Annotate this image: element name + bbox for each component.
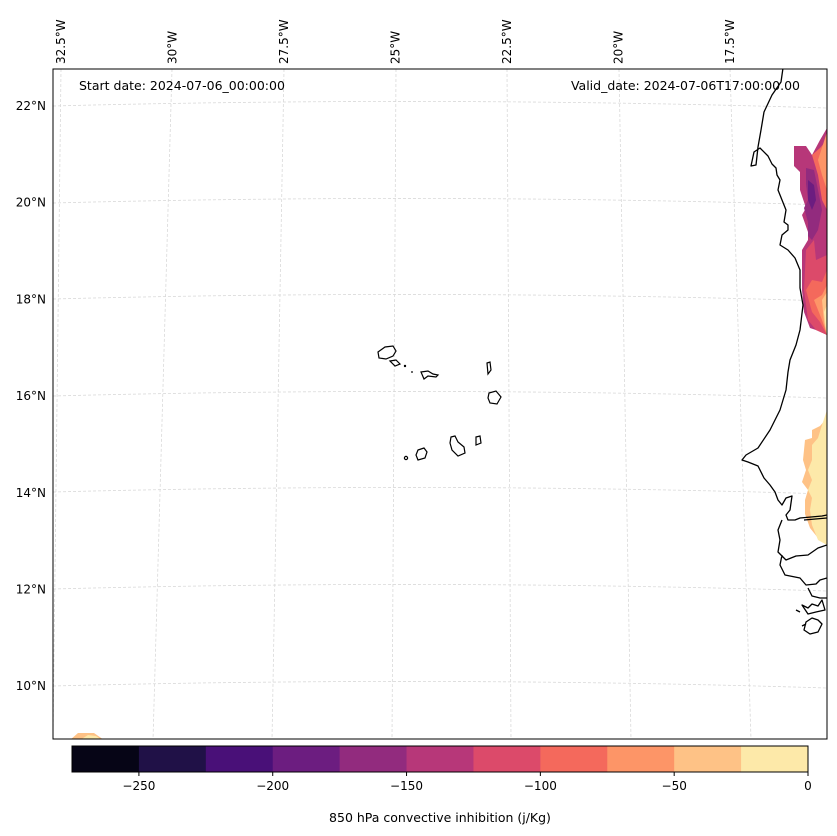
- contour-level-neg25: [824, 305, 827, 340]
- cin-contours: [71, 128, 827, 739]
- colorbar-frame: [71, 745, 809, 773]
- lat-tick-label: 18°N: [16, 292, 46, 306]
- gridline-lon: [53, 69, 62, 739]
- gridline-lon: [618, 69, 632, 739]
- gridline-lat: [53, 487, 827, 495]
- gridline-lat: [53, 101, 827, 109]
- gridline-lat: [53, 391, 827, 399]
- gridline-lon: [391, 69, 397, 739]
- island-branco: [411, 371, 413, 373]
- colorbar-segment: [205, 746, 274, 772]
- coastlines: [741, 69, 827, 635]
- lon-tick-label: 25°W: [389, 31, 403, 64]
- colorbar-segment: [138, 746, 207, 772]
- coastline-border: [803, 517, 827, 521]
- lat-tick-label: 22°N: [16, 99, 46, 113]
- lat-tick-label: 16°N: [16, 389, 46, 403]
- colorbar-label: 850 hPa convective inhibition (j/Kg): [329, 810, 551, 825]
- colorbar-segment: [339, 746, 408, 772]
- island-boa-vista: [487, 390, 502, 405]
- gridline-lat: [53, 294, 827, 302]
- island-sal: [486, 361, 492, 376]
- valid-date-label: Valid_date: 2024-07-06T17:00:00.00: [571, 78, 800, 93]
- cape-verde-islands: [377, 345, 502, 461]
- colorbar-tick-label: 0: [804, 779, 812, 793]
- colorbar-tick-label: −250: [122, 779, 155, 793]
- island-santiago: [449, 435, 466, 457]
- gridline-lat: [53, 198, 827, 206]
- lon-tick-label: 22.5°W: [500, 19, 514, 64]
- lat-tick-label: 20°N: [16, 196, 46, 210]
- coastline-islands-bissau: [795, 599, 826, 635]
- colorbar: −250 −200 −150 −100 −50 0: [71, 745, 812, 793]
- island-fogo: [415, 447, 428, 461]
- lon-tick-label: 27.5°W: [277, 19, 291, 64]
- lon-tick-label: 20°W: [612, 31, 626, 64]
- contour-level-neg25: [81, 735, 101, 739]
- colorbar-segment: [540, 746, 608, 772]
- gridline-lon: [152, 69, 173, 739]
- lat-tick-label: 10°N: [16, 679, 46, 693]
- latitude-tick-labels: 22°N 20°N 18°N 16°N 14°N 12°N 10°N: [16, 99, 46, 693]
- colorbar-tick-label: −100: [524, 779, 557, 793]
- gridline-lon: [729, 69, 752, 739]
- colorbar-segment: [674, 746, 742, 772]
- island-sao-nicolau: [420, 370, 440, 380]
- colorbar-segment: [72, 746, 140, 772]
- coastline-west-africa: [741, 69, 827, 599]
- island-santo-antao: [377, 345, 397, 360]
- gridline-lat: [53, 584, 827, 592]
- contour-level-neg25: [808, 410, 827, 545]
- colorbar-segment: [741, 746, 809, 772]
- colorbar-tick-label: −50: [662, 779, 687, 793]
- contour-level-neg75: [818, 132, 827, 190]
- lon-tick-label: 30°W: [166, 31, 180, 64]
- island-brava: [403, 455, 409, 461]
- lon-tick-label: 32.5°W: [54, 19, 68, 64]
- contour-level-neg200: [808, 180, 816, 210]
- island-santa-luzia: [403, 364, 407, 368]
- lat-tick-label: 12°N: [16, 583, 46, 597]
- lon-tick-label: 17.5°W: [723, 19, 737, 64]
- colorbar-tick-label: −200: [256, 779, 289, 793]
- map-area: [53, 69, 827, 739]
- lat-tick-label: 14°N: [16, 486, 46, 500]
- gridline-lon: [506, 69, 512, 739]
- island-sao-vicente: [388, 359, 402, 367]
- longitude-tick-labels: 32.5°W 30°W 27.5°W 25°W 22.5°W 20°W 17.5°W: [54, 19, 737, 64]
- gridlines: [53, 69, 827, 739]
- map-frame: [52, 68, 828, 740]
- colorbar-tick-label: −150: [390, 779, 423, 793]
- colorbar-segment: [473, 746, 541, 772]
- colorbar-segment: [607, 746, 675, 772]
- colorbar-segment: [272, 746, 341, 772]
- gridline-lat: [53, 681, 827, 689]
- island-maio: [475, 435, 482, 446]
- colorbar-segment: [406, 746, 474, 772]
- gridline-lon: [271, 69, 285, 739]
- start-date-label: Start date: 2024-07-06_00:00:00: [79, 78, 285, 93]
